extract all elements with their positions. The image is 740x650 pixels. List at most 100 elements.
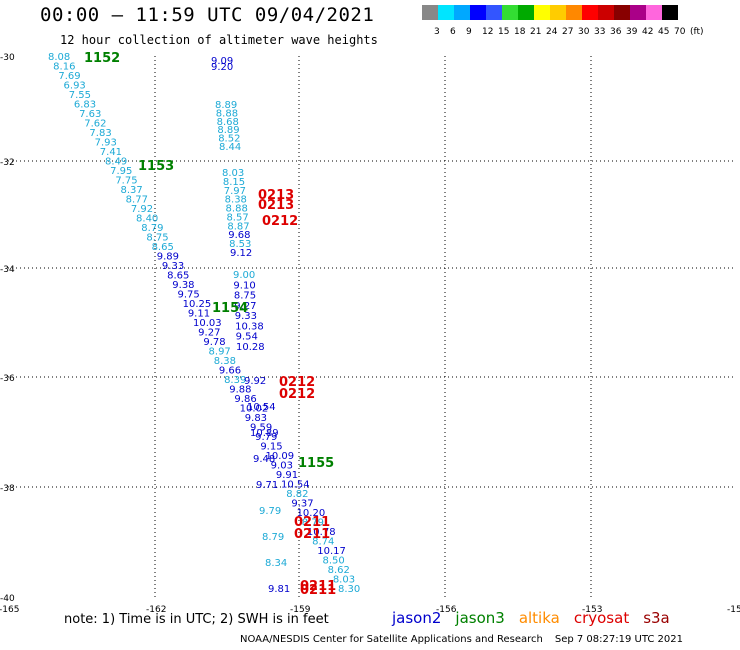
swh-value-track-a: 8.79 [302,518,324,529]
color-scale-label: 6 [450,27,456,37]
legend-s3a: s3a [643,609,670,627]
color-scale-label: 27 [562,27,574,37]
footer-note: note: 1) Time is in UTC; 2) SWH is in fe… [64,612,329,627]
color-scale-label: 21 [530,27,542,37]
color-swatch [630,5,646,20]
swh-value-track-a: 7.55 [69,90,91,101]
color-scale-label: 12 [482,27,494,37]
swh-value-track-a: 10.25 [183,299,212,310]
swh-value-track-a: 9.86 [234,394,256,405]
swh-value-track-b: 8.44 [219,142,241,153]
swh-value-track-a: 8.79 [141,223,163,234]
swh-value-track-a: 9.11 [188,309,210,320]
swh-value-track-b: 10.54 [247,402,276,413]
swh-value-track-a: 7.95 [110,166,132,177]
color-swatch [518,5,534,20]
color-scale-label: 70 [674,27,686,37]
swh-value-track-b: 8.03 [222,168,244,179]
swh-value-track-b: 9.33 [235,311,257,322]
pass-time-label: 0212 [262,214,298,229]
swh-value-track-a: 10.02 [240,404,269,415]
pass-time-label: 0213 [258,188,294,203]
swh-value-track-a: 10.20 [297,508,326,519]
color-swatch [502,5,518,20]
lon-label: -162 [146,605,166,615]
swh-value-track-b: 9.79 [259,506,281,517]
swh-value-track-b: 9.54 [236,332,258,343]
swh-value-track-a: 9.59 [250,423,272,434]
swh-value-track-b: 9.27 [234,301,256,312]
lat-label: -38 [0,484,15,494]
pass-time-label: 0211 [300,579,336,594]
swh-value-track-a: 8.65 [152,242,174,253]
color-swatch [470,5,486,20]
lat-label: -40 [0,594,15,604]
pass-time-label: 0211 [294,515,330,530]
swh-value-track-b: 9.10 [233,280,255,291]
satellite-legend: jason2 jason3 altika cryosat s3a [392,609,684,627]
swh-value-track-a: 8.49 [105,157,127,168]
color-scale-label: 15 [498,27,510,37]
swh-value-track-b: 8.75 [234,291,256,302]
color-scale-label: 30 [578,27,590,37]
swh-value-track-b: 9.12 [230,248,252,259]
color-swatch [582,5,598,20]
swh-value-track-a: 7.63 [79,109,101,120]
color-swatch [598,5,614,20]
color-scale-label: 36 [610,27,622,37]
swh-value-track-a: 9.83 [245,413,267,424]
swh-value-track-b: 8.68 [217,117,239,128]
swh-value-track-b: 8.57 [226,212,248,223]
credit-line: NOAA/NESDIS Center for Satellite Applica… [240,634,683,645]
swh-value-track-a: 8.08 [48,52,70,63]
lon-label: -159 [290,605,311,615]
swh-value-track-a: 6.83 [74,100,96,111]
page-subtitle: 12 hour collection of altimeter wave hei… [60,33,378,47]
color-swatch [614,5,630,20]
color-scale-bar: 3 6 9 12 15 18 21 24 27 30 33 36 39 42 45 70 (ft) [422,5,704,37]
credit-text: NOAA/NESDIS Center for Satellite Applica… [240,634,543,645]
pass-time-label: 0211 [294,527,330,542]
lat-label: -34 [0,265,15,275]
color-swatch [438,5,454,20]
color-swatch [550,5,566,20]
legend-cryosat: cryosat [573,609,630,627]
swh-value-track-a: 8.75 [146,233,168,244]
swh-value-track-b: 8.15 [223,177,245,188]
pass-time-label: 0212 [279,375,315,390]
swh-value-track-b: 9.68 [228,230,250,241]
legend-jason2: jason2 [392,609,442,627]
swh-value-track-b: 8.52 [218,134,240,145]
swh-value-track-b: 8.87 [227,221,249,232]
swh-value-track-a: 10.09 [266,451,295,462]
swh-value-track-b: 8.89 [217,125,239,136]
pass-time-label: 1155 [298,456,334,471]
pass-time-label: 0213 [258,198,294,213]
lat-label: -36 [0,374,15,384]
swh-value-track-a: 8.74 [312,537,334,548]
swh-value-track-b: 7.97 [224,186,246,197]
lon-label: -156 [436,605,457,615]
swh-value-track-b: 8.38 [225,195,247,206]
color-scale-label: 9 [466,27,472,37]
color-scale-label: 33 [594,27,606,37]
swh-value-track-b: 10.89 [250,428,279,439]
swh-value-track-a: 9.78 [203,337,225,348]
page-title: 00:00 – 11:59 UTC 09/04/2021 [40,4,375,26]
swh-value-track-b: 9.81 [268,584,290,595]
swh-value-track-a: 8.82 [286,489,308,500]
lon-label: -153 [582,605,602,615]
swh-value-track-a: 7.62 [84,119,106,130]
lat-label: -32 [0,158,15,168]
swh-value-track-a: 9.88 [229,385,251,396]
swh-value-track-a: 7.41 [100,147,122,158]
swh-value-track-b: 10.38 [235,321,264,332]
color-scale-label: 18 [514,27,526,37]
swh-value-track-a: 8.03 [333,575,355,586]
pass-time-label: 0212 [279,387,315,402]
pass-time-label: 1153 [138,159,174,174]
color-swatch [422,5,438,20]
swh-value-track-a: 7.93 [95,138,117,149]
color-scale-label: 45 [658,27,670,37]
